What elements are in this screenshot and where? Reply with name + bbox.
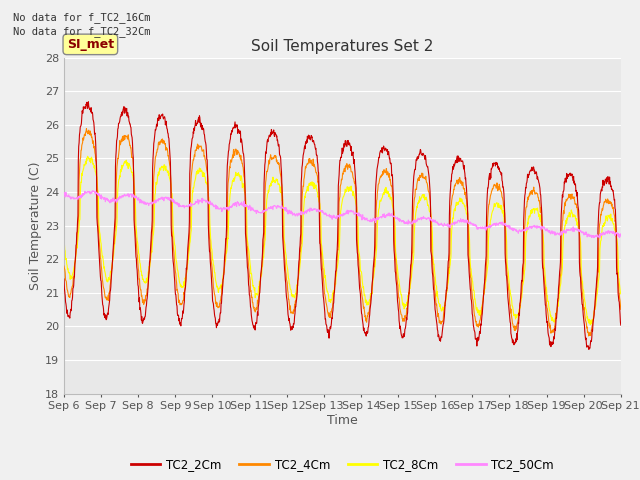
TC2_8Cm: [246, 264, 254, 270]
TC2_8Cm: [617, 291, 625, 297]
TC2_8Cm: [60, 235, 68, 240]
TC2_4Cm: [502, 255, 509, 261]
TC2_2Cm: [585, 347, 593, 352]
Legend: TC2_2Cm, TC2_4Cm, TC2_8Cm, TC2_50Cm: TC2_2Cm, TC2_4Cm, TC2_8Cm, TC2_50Cm: [126, 453, 559, 476]
Line: TC2_8Cm: TC2_8Cm: [64, 156, 621, 325]
TC2_8Cm: [84, 154, 92, 159]
TC2_50Cm: [184, 204, 192, 210]
Text: SI_met: SI_met: [67, 38, 114, 51]
TC2_2Cm: [184, 240, 192, 246]
TC2_50Cm: [502, 222, 509, 228]
TC2_2Cm: [502, 263, 509, 268]
TC2_4Cm: [585, 333, 593, 339]
TC2_4Cm: [429, 267, 437, 273]
TC2_2Cm: [551, 325, 559, 331]
Y-axis label: Soil Temperature (C): Soil Temperature (C): [29, 161, 42, 290]
TC2_8Cm: [171, 242, 179, 248]
Text: No data for f_TC2_32Cm: No data for f_TC2_32Cm: [13, 26, 150, 37]
Line: TC2_4Cm: TC2_4Cm: [64, 129, 621, 336]
TC2_50Cm: [89, 188, 97, 194]
TC2_4Cm: [551, 322, 559, 327]
TC2_4Cm: [83, 126, 90, 132]
TC2_2Cm: [84, 99, 92, 105]
TC2_50Cm: [429, 217, 437, 223]
X-axis label: Time: Time: [327, 414, 358, 427]
TC2_2Cm: [429, 280, 437, 286]
TC2_50Cm: [617, 233, 625, 239]
TC2_50Cm: [246, 208, 254, 214]
TC2_8Cm: [586, 322, 594, 328]
TC2_50Cm: [551, 229, 559, 235]
TC2_8Cm: [184, 256, 192, 262]
TC2_50Cm: [60, 191, 68, 197]
TC2_50Cm: [171, 200, 179, 206]
TC2_8Cm: [551, 316, 559, 322]
Line: TC2_2Cm: TC2_2Cm: [64, 102, 621, 349]
TC2_2Cm: [60, 276, 68, 282]
TC2_4Cm: [60, 263, 68, 269]
TC2_2Cm: [171, 277, 179, 283]
TC2_50Cm: [596, 235, 604, 240]
TC2_8Cm: [502, 226, 509, 231]
Text: No data for f_TC2_16Cm: No data for f_TC2_16Cm: [13, 12, 150, 23]
TC2_4Cm: [246, 288, 254, 294]
TC2_2Cm: [617, 322, 625, 328]
Line: TC2_50Cm: TC2_50Cm: [64, 191, 621, 238]
TC2_4Cm: [617, 307, 625, 312]
TC2_2Cm: [246, 304, 254, 310]
Title: Soil Temperatures Set 2: Soil Temperatures Set 2: [252, 39, 433, 54]
TC2_4Cm: [184, 248, 192, 254]
TC2_8Cm: [429, 255, 437, 261]
TC2_4Cm: [171, 260, 179, 265]
